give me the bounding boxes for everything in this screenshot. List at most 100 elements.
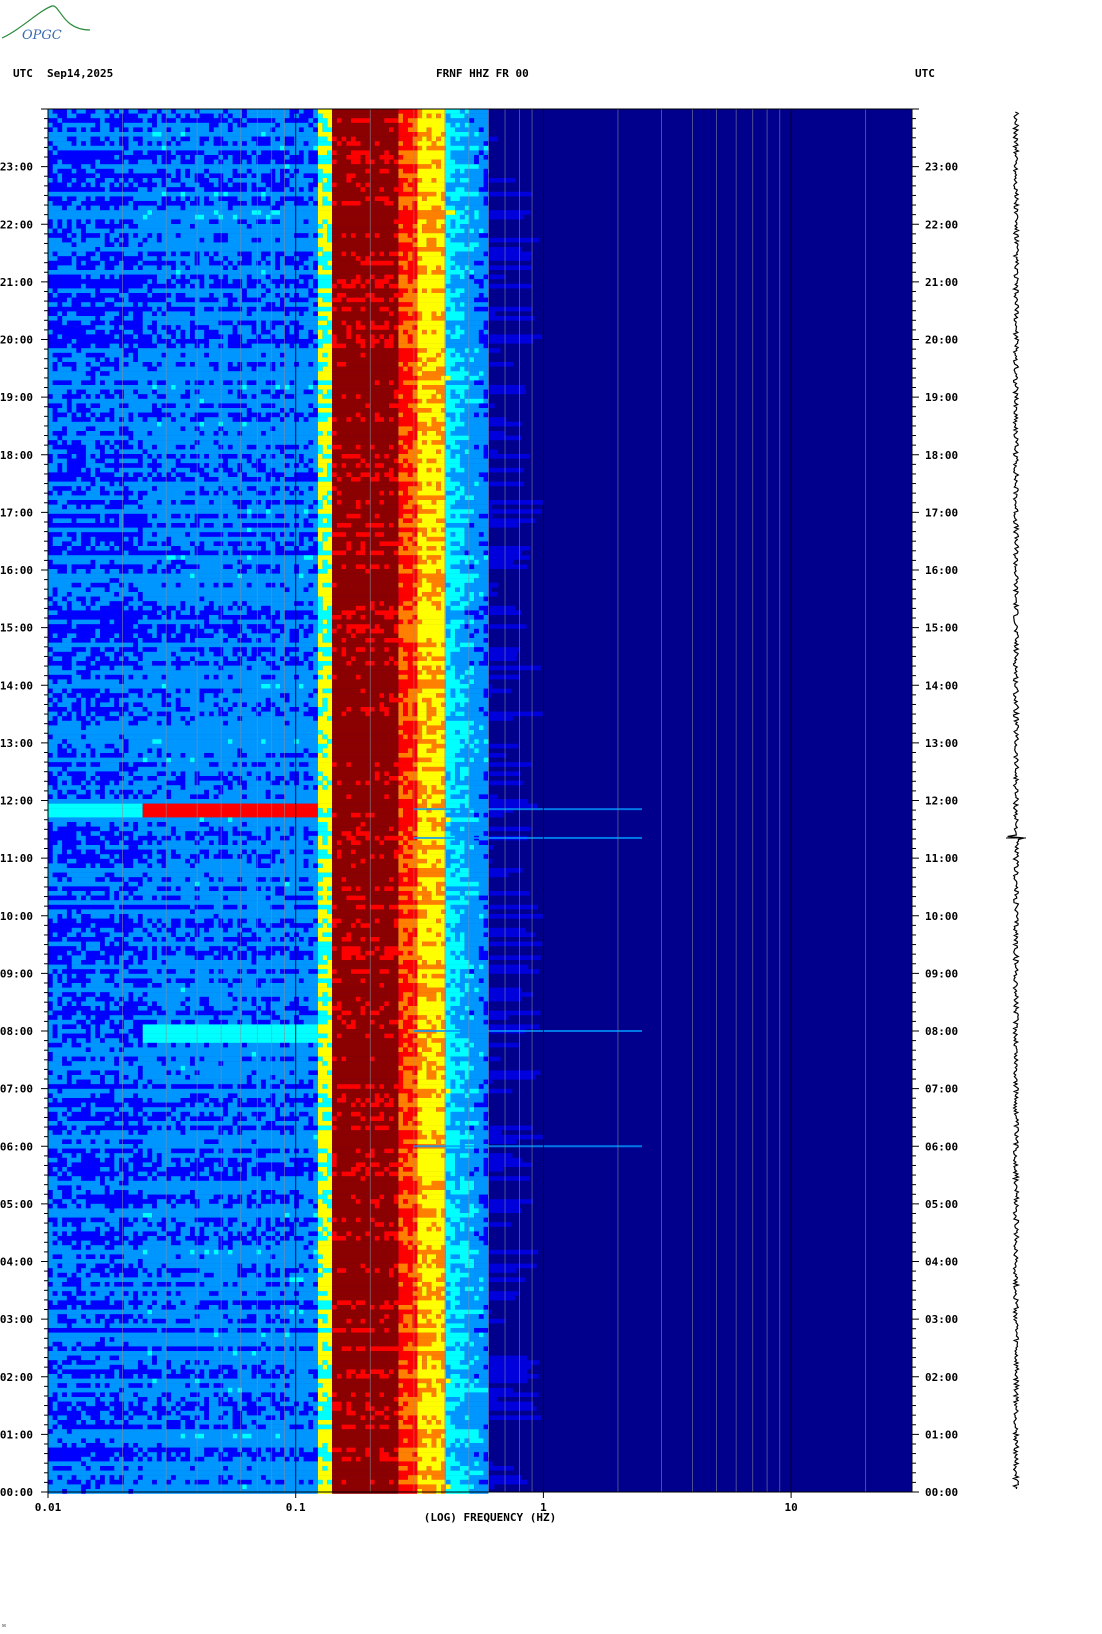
heatmap-cell bbox=[227, 201, 247, 206]
heatmap-cell bbox=[445, 693, 451, 698]
heatmap-cell bbox=[161, 311, 167, 317]
heatmap-cell bbox=[52, 596, 63, 602]
heatmap-cell bbox=[232, 546, 238, 551]
heatmap-cell bbox=[317, 596, 323, 602]
heatmap-cell bbox=[398, 757, 418, 763]
heatmap-cell bbox=[100, 564, 143, 570]
heatmap-cell bbox=[426, 702, 432, 708]
heatmap-cell bbox=[317, 665, 323, 671]
heatmap-cell bbox=[469, 435, 489, 441]
heatmap-cell bbox=[190, 224, 195, 229]
heatmap-cell bbox=[308, 661, 314, 666]
heatmap-cell bbox=[322, 178, 328, 183]
heatmap-cell bbox=[227, 113, 233, 119]
heatmap-cell bbox=[483, 711, 489, 717]
heatmap-cell bbox=[417, 776, 442, 781]
heatmap-cell bbox=[464, 541, 479, 547]
heatmap-cell bbox=[403, 394, 413, 399]
heatmap-cell bbox=[332, 408, 399, 413]
heatmap-cell bbox=[232, 564, 243, 570]
heatmap-cell bbox=[227, 302, 233, 307]
heatmap-cell bbox=[455, 219, 470, 225]
heatmap-cell bbox=[478, 481, 489, 487]
heatmap-cell bbox=[417, 412, 446, 418]
heatmap-cell bbox=[298, 780, 318, 786]
heatmap-cell bbox=[137, 619, 205, 625]
heatmap-cell bbox=[317, 582, 323, 588]
heatmap-cell bbox=[436, 509, 446, 514]
heatmap-cell bbox=[322, 651, 333, 657]
heatmap-cell bbox=[327, 753, 333, 758]
heatmap-cell bbox=[332, 417, 337, 422]
heatmap-cell bbox=[327, 237, 333, 243]
heatmap-cell bbox=[332, 753, 399, 758]
heatmap-cell bbox=[445, 371, 470, 376]
heatmap-cell bbox=[128, 237, 143, 243]
heatmap-cell bbox=[180, 412, 186, 418]
heatmap-cell bbox=[445, 546, 460, 551]
heatmap-cell bbox=[95, 394, 101, 399]
heatmap-cell bbox=[227, 739, 233, 744]
heatmap-cell bbox=[303, 587, 309, 593]
heatmap-cell bbox=[483, 477, 489, 482]
heatmap-cell bbox=[270, 771, 290, 777]
heatmap-cell bbox=[275, 178, 281, 183]
heatmap-cell bbox=[322, 187, 333, 192]
heatmap-cell bbox=[469, 371, 479, 376]
heatmap-cell bbox=[213, 674, 219, 680]
heatmap-cell bbox=[48, 127, 53, 133]
heatmap-cell bbox=[398, 127, 408, 133]
heatmap-cell bbox=[166, 753, 172, 758]
heatmap-cell bbox=[81, 674, 91, 680]
heatmap-cell bbox=[398, 592, 418, 597]
heatmap-cell bbox=[317, 463, 328, 468]
heatmap-cell bbox=[147, 513, 153, 519]
heatmap-cell bbox=[445, 421, 465, 427]
heatmap-cell bbox=[280, 297, 285, 303]
heatmap-cell bbox=[180, 260, 186, 266]
heatmap-cell bbox=[185, 454, 191, 459]
heatmap-cell bbox=[417, 638, 427, 643]
heatmap-cell bbox=[398, 191, 418, 197]
heatmap-cell bbox=[142, 302, 148, 307]
heatmap-cell bbox=[455, 412, 460, 418]
heatmap-cell bbox=[166, 187, 195, 192]
heatmap-cell bbox=[488, 605, 516, 611]
heatmap-cell bbox=[360, 454, 375, 459]
heatmap-cell bbox=[246, 219, 257, 225]
heatmap-cell bbox=[66, 219, 72, 225]
heatmap-cell bbox=[95, 224, 124, 229]
heatmap-cell bbox=[431, 674, 437, 680]
heatmap-cell bbox=[374, 444, 389, 450]
heatmap-cell bbox=[119, 592, 138, 597]
heatmap-cell bbox=[459, 601, 470, 606]
heatmap-cell bbox=[66, 408, 72, 413]
heatmap-cell bbox=[317, 191, 333, 197]
heatmap-cell bbox=[133, 127, 143, 133]
heatmap-cell bbox=[398, 679, 418, 685]
heatmap-cell bbox=[128, 168, 134, 174]
heatmap-cell bbox=[450, 454, 456, 459]
heatmap-cell bbox=[407, 339, 413, 344]
heatmap-cell bbox=[175, 569, 181, 574]
heatmap-cell bbox=[403, 711, 408, 717]
heatmap-cell bbox=[332, 182, 337, 188]
heatmap-cell bbox=[332, 748, 399, 754]
heatmap-cell bbox=[166, 633, 172, 639]
heatmap-cell bbox=[137, 343, 157, 349]
heatmap-cell bbox=[161, 233, 176, 238]
heatmap-cell bbox=[194, 605, 205, 611]
heatmap-cell bbox=[175, 615, 209, 620]
heatmap-cell bbox=[360, 274, 370, 280]
heatmap-cell bbox=[441, 251, 446, 257]
heatmap-cell bbox=[275, 707, 281, 712]
heatmap-cell bbox=[48, 233, 67, 238]
heatmap-cell bbox=[237, 472, 243, 478]
heatmap-cell bbox=[441, 435, 446, 441]
heatmap-cell bbox=[52, 145, 58, 151]
heatmap-cell bbox=[119, 679, 124, 685]
heatmap-cell bbox=[100, 394, 105, 399]
heatmap-cell bbox=[426, 532, 446, 537]
heatmap-cell bbox=[152, 605, 162, 611]
heatmap-cell bbox=[488, 362, 514, 367]
